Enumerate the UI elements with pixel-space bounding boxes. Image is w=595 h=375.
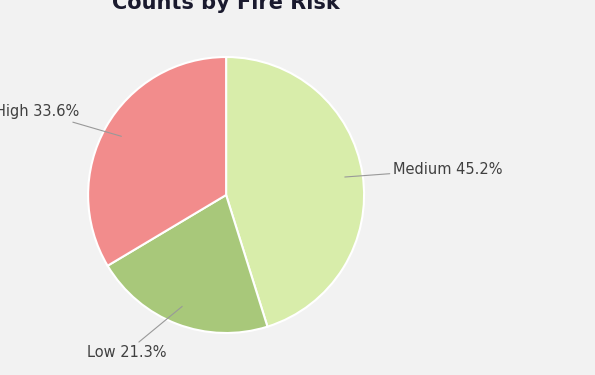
Wedge shape bbox=[88, 57, 226, 266]
Wedge shape bbox=[226, 57, 364, 327]
Text: High 33.6%: High 33.6% bbox=[0, 104, 121, 136]
Text: Medium 45.2%: Medium 45.2% bbox=[345, 162, 502, 177]
Title: Counts by Fire Risk: Counts by Fire Risk bbox=[112, 0, 340, 13]
Text: Low 21.3%: Low 21.3% bbox=[87, 306, 182, 360]
Wedge shape bbox=[108, 195, 268, 333]
